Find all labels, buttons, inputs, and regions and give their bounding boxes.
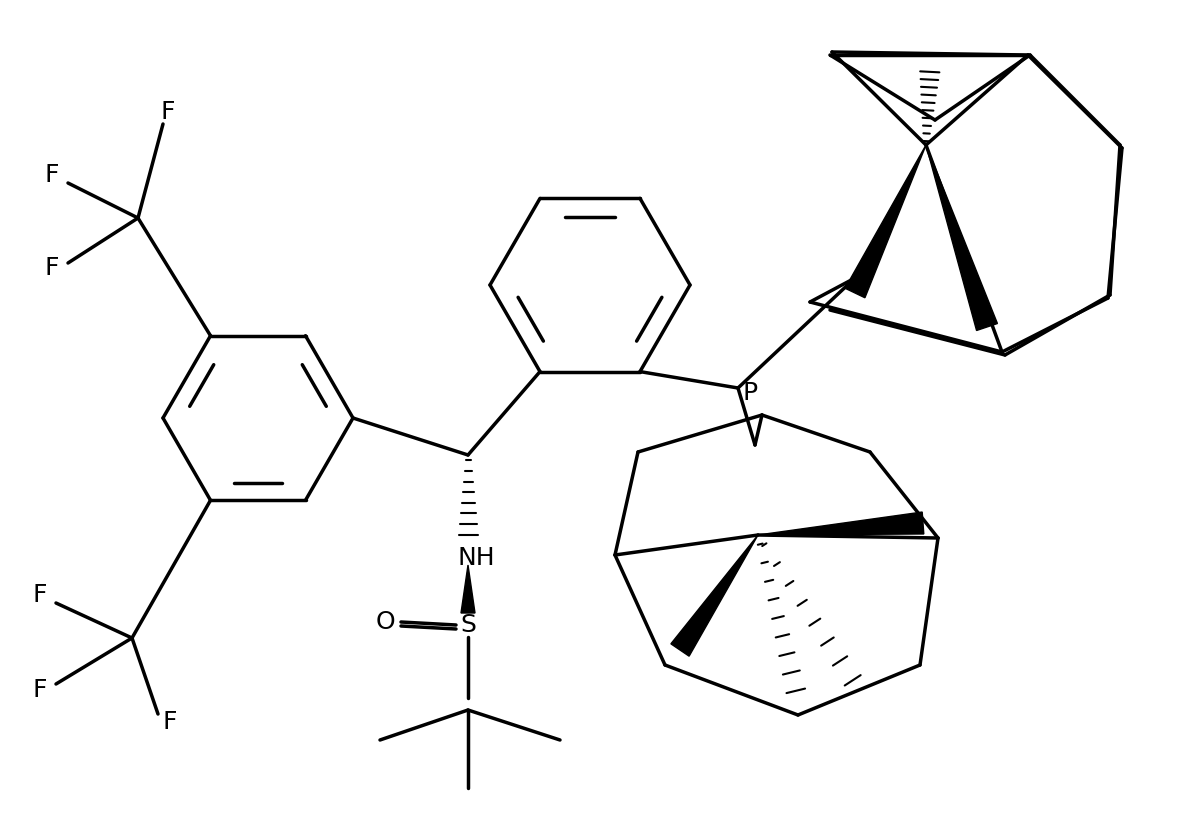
Text: NH: NH: [457, 546, 495, 570]
Text: F: F: [163, 710, 177, 734]
Text: S: S: [461, 613, 476, 637]
Text: F: F: [33, 583, 47, 607]
Text: F: F: [45, 256, 59, 280]
Text: P: P: [742, 381, 757, 405]
Polygon shape: [845, 145, 926, 298]
Text: F: F: [45, 163, 59, 187]
Text: F: F: [33, 678, 47, 702]
Polygon shape: [461, 565, 475, 613]
Polygon shape: [757, 512, 924, 535]
Text: F: F: [160, 100, 176, 124]
Text: O: O: [375, 610, 395, 634]
Polygon shape: [926, 145, 998, 330]
Polygon shape: [671, 535, 757, 657]
